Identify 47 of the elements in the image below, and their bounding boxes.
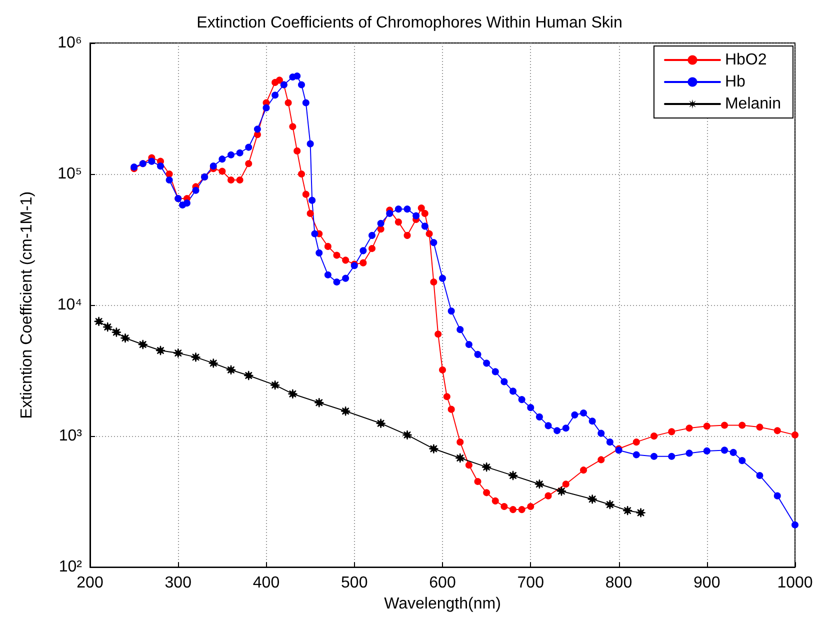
x-tick-label: 1000 — [777, 574, 813, 592]
point — [402, 430, 412, 440]
point — [482, 462, 492, 472]
point — [314, 398, 324, 408]
y-tick-label: 10⁴ — [57, 296, 82, 314]
point — [102, 322, 113, 332]
point — [226, 364, 236, 375]
point — [94, 316, 104, 326]
legend-label: Melanin — [724, 96, 781, 112]
y-tick-label: 10⁶ — [58, 34, 82, 52]
x-tick-label: 600 — [429, 574, 456, 592]
point — [587, 494, 598, 504]
point — [340, 406, 351, 416]
point — [556, 486, 566, 496]
x-tick-label: 400 — [252, 574, 280, 592]
point — [138, 339, 148, 350]
x-tick-label: 700 — [517, 574, 544, 592]
point — [208, 358, 218, 368]
point — [111, 327, 122, 338]
x-axis-title: Wavelength(nm) — [384, 596, 501, 612]
y-tick-label: 10³ — [58, 428, 83, 445]
point — [455, 453, 466, 464]
legend-label: Hb — [724, 74, 746, 90]
point — [534, 479, 544, 490]
legend-label: HbO2 — [724, 52, 767, 68]
x-tick-label: 800 — [605, 574, 632, 592]
y-tick-label: 10⁵ — [58, 166, 82, 183]
x-tick-label: 300 — [164, 574, 192, 592]
point — [636, 508, 646, 518]
point — [508, 470, 518, 481]
point — [173, 348, 184, 358]
y-tick-label: 10² — [58, 558, 83, 576]
point — [604, 500, 615, 510]
point — [156, 345, 166, 356]
point — [288, 388, 298, 399]
point — [120, 333, 130, 344]
x-tick-label: 900 — [694, 574, 720, 592]
point — [270, 380, 280, 390]
point — [190, 352, 201, 362]
y-axis-title: Exticntion Coefficient (cm-1M-1) — [18, 191, 36, 419]
point — [244, 370, 254, 380]
point — [622, 506, 633, 516]
x-tick-label: 500 — [341, 574, 368, 592]
x-tick-label: 200 — [76, 574, 104, 592]
point — [376, 418, 386, 428]
point — [428, 444, 439, 454]
chart-title: Extinction Coefficients of Chromophores Within Human Skin — [196, 14, 622, 32]
